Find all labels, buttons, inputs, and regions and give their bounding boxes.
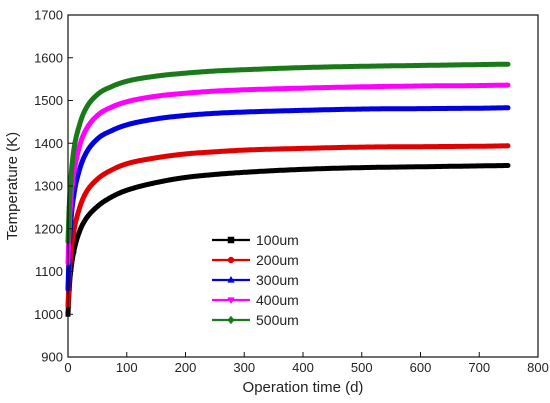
legend-item-500um: 500um xyxy=(212,312,299,328)
series-line xyxy=(65,143,511,309)
series-layer xyxy=(65,61,511,317)
series-line xyxy=(65,105,511,292)
ticks-layer: 0 100 200 300 400 500 600 700 800 900 1000 1100 1200… xyxy=(34,8,549,376)
legend-marker xyxy=(227,275,235,283)
series-line xyxy=(65,163,511,317)
legend: 100um 200um 300um 400um 500um xyxy=(212,232,299,328)
x-tick-label: 0 xyxy=(64,360,71,375)
legend-label: 100um xyxy=(256,232,299,248)
y-tick-label: 1700 xyxy=(34,8,63,23)
data-point xyxy=(71,146,77,153)
legend-label: 300um xyxy=(256,272,299,288)
legend-label: 400um xyxy=(256,292,299,308)
x-tick-label: 200 xyxy=(175,360,197,375)
x-tick-label: 500 xyxy=(351,360,373,375)
x-tick-label: 700 xyxy=(468,360,490,375)
legend-marker xyxy=(227,315,235,325)
y-axis-title: Temperature (K) xyxy=(4,132,21,240)
legend-label: 200um xyxy=(256,252,299,268)
series-line xyxy=(65,82,511,266)
y-tick-label: 1100 xyxy=(35,264,63,279)
x-tick-label: 800 xyxy=(527,360,549,375)
x-tick-label: 600 xyxy=(410,360,432,375)
y-tick-label: 1600 xyxy=(34,50,63,65)
y-tick-label: 1400 xyxy=(34,136,63,151)
x-tick-label: 100 xyxy=(116,360,138,375)
legend-marker xyxy=(227,236,235,244)
legend-item-300um: 300um xyxy=(212,272,299,288)
legend-marker xyxy=(227,256,235,264)
legend-item-200um: 200um xyxy=(212,252,299,268)
x-tick-label: 300 xyxy=(233,360,255,375)
x-tick-label: 400 xyxy=(292,360,314,375)
y-tick-label: 1200 xyxy=(34,221,63,236)
legend-item-400um: 400um xyxy=(212,292,299,308)
legend-item-100um: 100um xyxy=(212,232,299,248)
legend-marker xyxy=(227,297,235,305)
y-tick-label: 1500 xyxy=(34,93,63,108)
legend-label: 500um xyxy=(256,312,299,328)
series-500um xyxy=(65,61,511,245)
data-point xyxy=(68,174,74,181)
x-axis-title: Operation time (d) xyxy=(243,379,364,396)
y-tick-label: 1000 xyxy=(34,307,63,322)
y-tick-label: 1300 xyxy=(34,179,63,194)
y-tick-label: 900 xyxy=(41,350,63,365)
series-line xyxy=(65,61,511,245)
